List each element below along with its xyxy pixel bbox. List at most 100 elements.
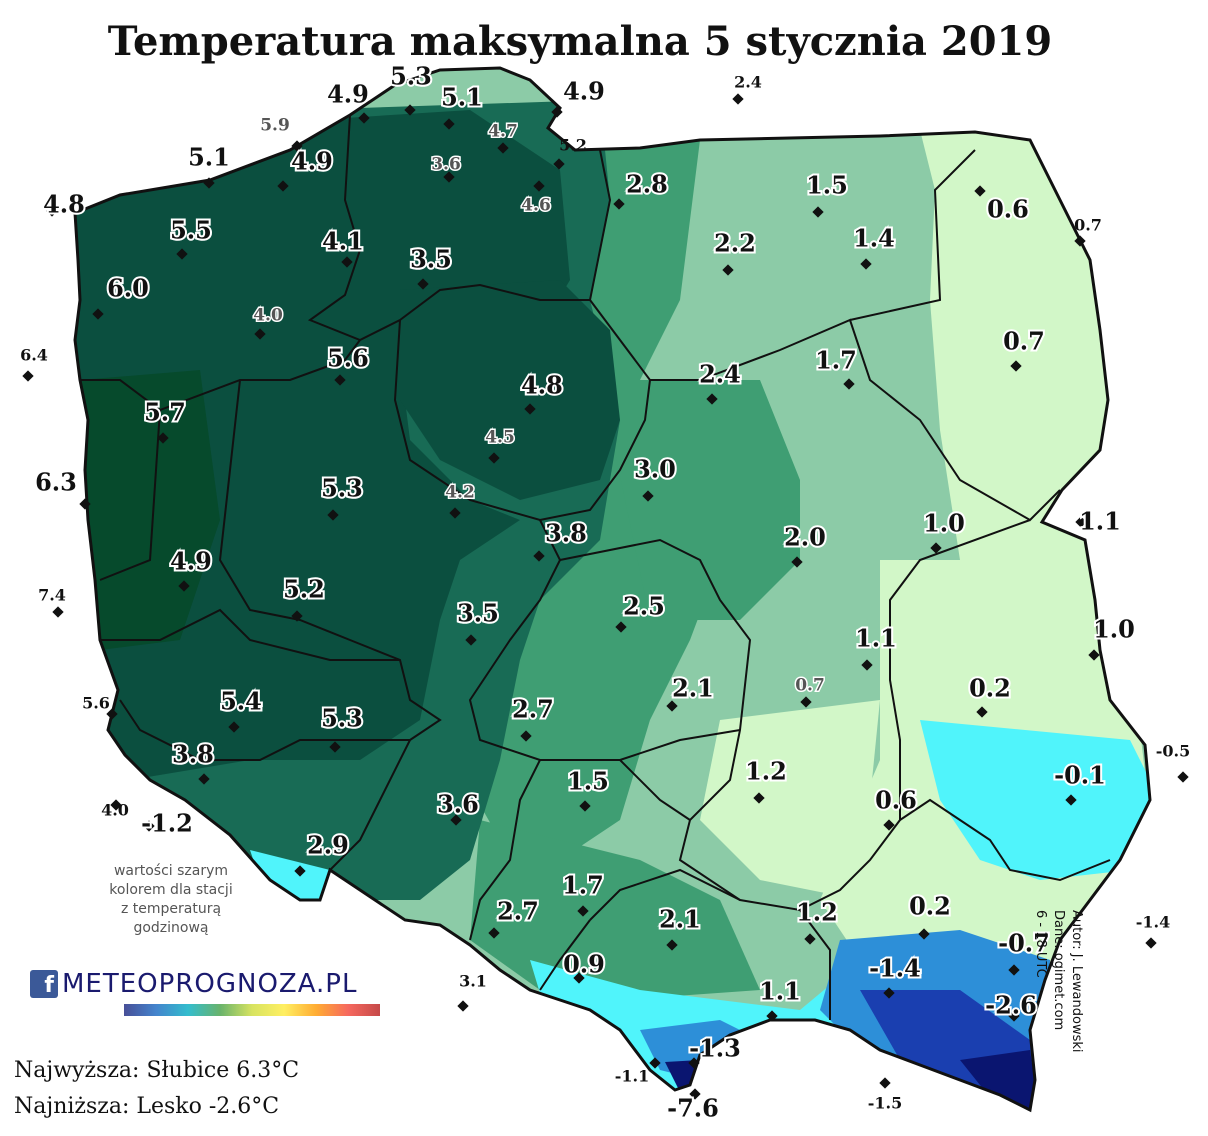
station-marker [976,706,988,718]
station-value-label: 3.5 [457,599,499,628]
station-marker [533,550,545,562]
station-marker [791,556,803,568]
station-marker [143,820,155,832]
note-line: wartości szarym [113,863,229,879]
border-line [399,149,612,321]
station-marker [642,490,654,502]
border-line [650,318,1061,522]
station-marker [666,939,678,951]
station-value-label: 4.2 [445,483,475,503]
station-marker [457,1000,469,1012]
station-marker [577,905,589,917]
station-value-label: 2.7 [512,695,554,724]
station-marker [52,606,64,618]
station-value-label: 5.3 [390,62,432,91]
station-value-label: 5.9 [260,116,290,136]
station-value-label: 1.7 [562,871,604,900]
station-marker [930,542,942,554]
station-marker [450,814,462,826]
station-marker [879,1077,891,1089]
station-value-label: 4.6 [521,196,551,216]
station-marker [157,432,169,444]
station-value-label: 3.8 [172,740,214,769]
station-value-label: 2.1 [672,674,714,703]
station-value-label: 1.5 [567,767,609,796]
border-line [99,409,161,581]
station-marker [812,206,824,218]
voivodeship-borders [80,114,1111,1020]
station-marker [22,370,34,382]
station-value-label: 5.1 [188,143,230,172]
station-marker [341,256,353,268]
station-value-label: 0.7 [1074,216,1102,235]
station-marker [465,634,477,646]
station-value-label: 1.1 [1079,507,1121,536]
station-marker [329,741,341,753]
station-value-label: -0.7 [998,929,1050,958]
site-logo[interactable]: f METEOPROGNOZA.PL [30,964,357,1004]
facebook-icon[interactable]: f [30,970,58,998]
station-marker [198,773,210,785]
band-0 [700,700,880,900]
station-value-label: 4.0 [101,801,129,820]
station-marker [488,927,500,939]
station-value-label: 2.1 [659,905,701,934]
band-minus1 [250,850,340,910]
station-marker [1008,964,1020,976]
station-value-label: -0.1 [1054,761,1106,790]
logo-color-strip [124,1004,380,1016]
station-marker [1074,235,1086,247]
station-value-label: -1.5 [868,1094,902,1113]
station-value-label: 1.0 [1093,615,1135,644]
band-minus1 [920,720,1150,880]
station-marker [327,509,339,521]
station-value-label: 3.6 [437,790,479,819]
station-value-label: -0.5 [1156,742,1190,761]
station-value-label: 1.1 [759,977,801,1006]
station-value-label: 2.8 [626,170,668,199]
station-marker [520,730,532,742]
credit-time: 6 - 18 UTC [1033,910,1048,978]
station-marker [1008,1010,1020,1022]
border-line [218,379,442,741]
station-marker [883,987,895,999]
station-marker [883,819,895,831]
station-value-label: 4.8 [43,190,85,219]
station-value-label: -2.6 [985,991,1037,1020]
station-value-label: 5.6 [327,344,369,373]
station-marker [254,328,266,340]
station-value-label: 2.7 [497,897,539,926]
border-line [100,608,400,661]
station-marker [573,972,585,984]
note-text: wartości szarym kolorem dla stacji z tem… [86,862,256,938]
station-value-label: 5.2 [559,136,587,155]
border-line [619,759,691,821]
logo-text: METEOPROGNOZA.PL [62,969,358,999]
border-line [393,299,652,522]
credit-author: Autor: J. Lewandowski [1069,910,1084,1053]
border-line [469,759,541,941]
station-value-label: 5.3 [321,474,363,503]
station-value-label: 5.3 [321,704,363,733]
station-marker [804,933,816,945]
station-value-label: 5.1 [441,83,483,112]
station-marker [1088,649,1100,661]
station-marker [176,248,188,260]
highest-temperature: Najwyższa: Słubice 6.3°C [14,1058,300,1083]
band-2 [600,380,800,620]
band-2 [470,820,760,1000]
station-value-label: 3.1 [459,972,487,991]
station-marker [228,721,240,733]
note-line: z temperaturą [120,901,222,917]
station-marker [753,792,765,804]
station-value-label: -1.4 [869,954,921,983]
station-value-label: 3.0 [634,455,676,484]
station-value-label: 3.6 [431,155,461,175]
station-marker [666,700,678,712]
station-value-label: 2.9 [307,831,349,860]
station-marker [1065,794,1077,806]
station-value-label: 1.5 [806,171,848,200]
station-marker [706,393,718,405]
